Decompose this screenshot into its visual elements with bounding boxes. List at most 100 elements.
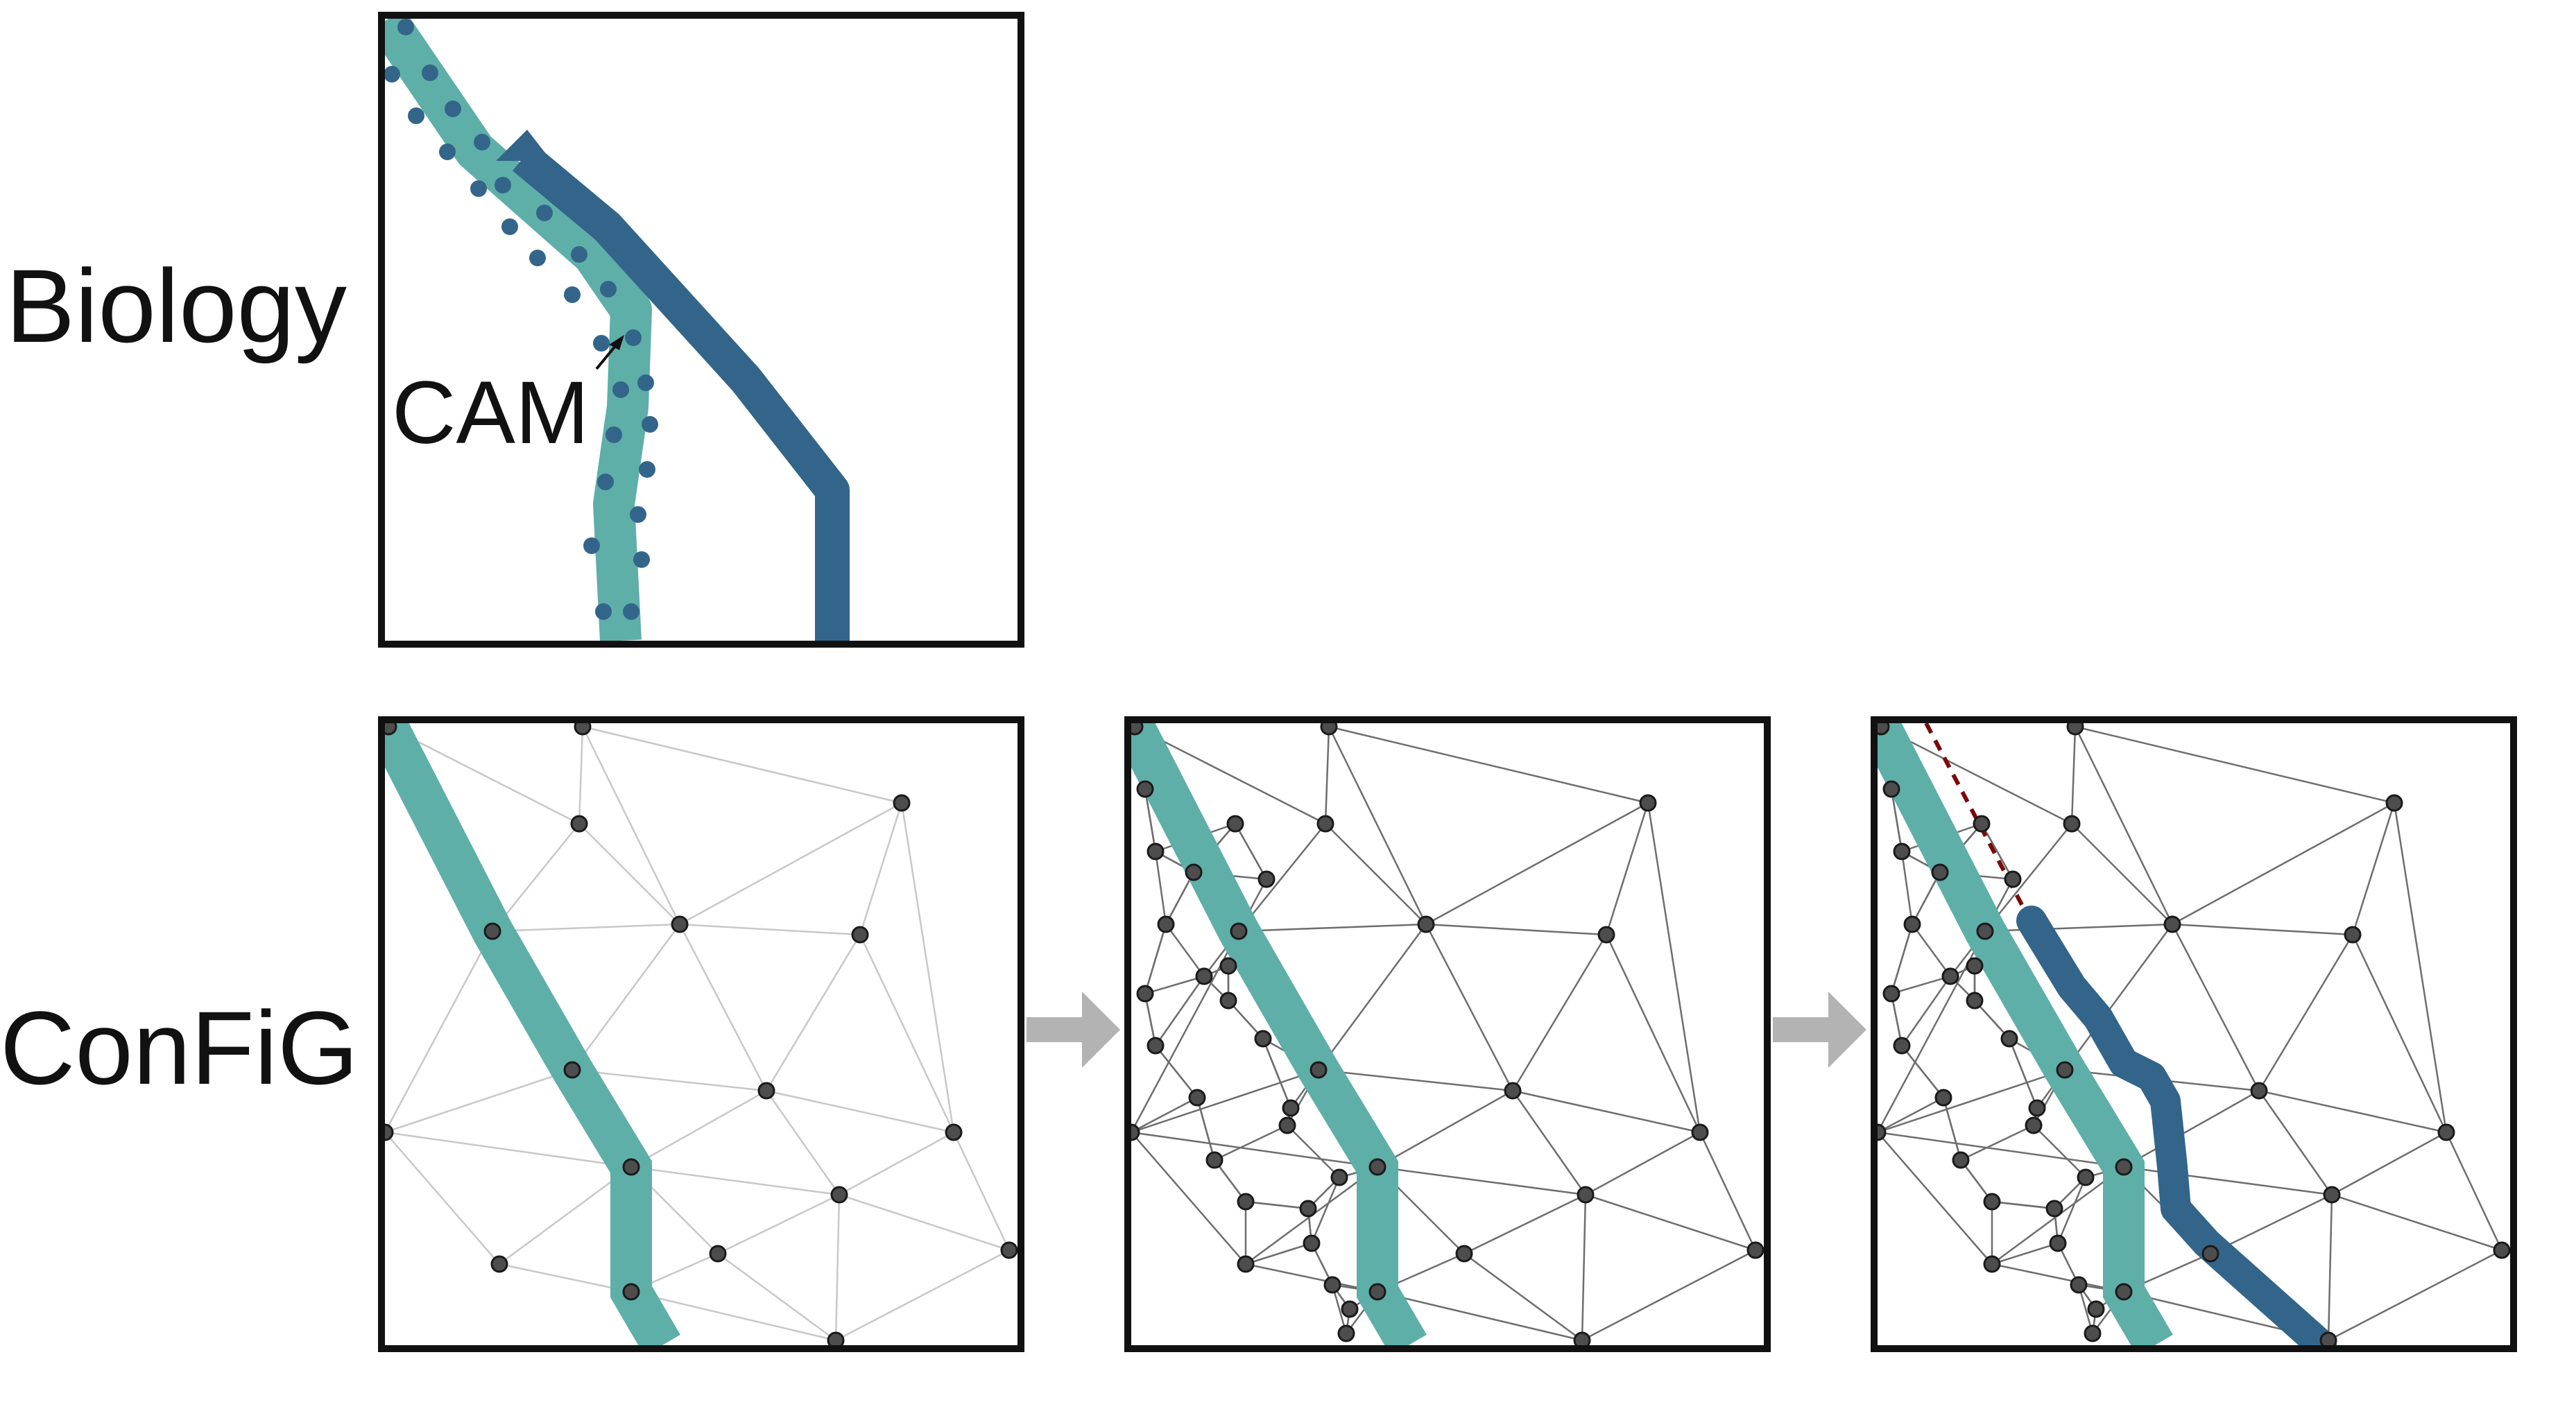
cam-dot [501,218,518,235]
mesh-edges [385,725,1011,1342]
cam-dot [470,180,487,197]
mesh-edge [2123,1166,2333,1196]
mesh-edge [1891,975,1951,995]
mesh-edge [1585,1193,1756,1252]
mesh-edge [2258,1089,2447,1134]
mesh-edge [1991,1200,2055,1210]
mesh-edge [2075,725,2395,804]
mesh-edge [2172,802,2395,926]
mesh-edge [1463,1193,1586,1255]
mesh-edge [1878,1131,2124,1168]
mesh-edge [1318,1069,1513,1092]
mesh-node [483,922,501,940]
mesh-edge [859,934,955,1133]
mesh-edge [835,1249,1010,1342]
cam-dot [625,329,642,346]
mesh-edge [2328,1249,2502,1342]
mesh-node [622,1158,640,1176]
mesh-edge [1144,788,1157,852]
cam-dot [600,281,617,297]
mesh-node [2000,1030,2018,1048]
mesh-node [1973,815,1991,833]
mesh-edge [1155,1045,1198,1098]
mesh-edge [499,1263,632,1293]
mesh-edges [1131,725,1757,1342]
mesh-edge [1262,1038,1292,1109]
mesh-node [1639,794,1657,812]
mesh-node [893,794,911,812]
mesh-edge [679,802,902,926]
mesh-edge [1245,1200,1309,1210]
cam-dot [445,101,461,117]
mesh-node [385,723,397,736]
mesh-node [574,723,592,736]
mesh-node [1147,842,1165,861]
growth-cone-arrowhead [496,130,551,161]
mesh-node [1147,1037,1165,1055]
mesh-node [1983,1255,2001,1273]
mesh-edge [859,802,903,935]
mesh-nodes [1131,723,1764,1345]
mesh-node [1941,967,1959,985]
mesh-node [1577,1186,1595,1204]
mesh-node [2323,1186,2341,1204]
mesh-edge [1377,1089,1513,1168]
cam-dot [408,107,424,124]
mesh-edge [2331,1193,2502,1252]
mesh-edge [765,934,861,1091]
mesh-node [1157,915,1175,933]
mesh-node [2385,794,2403,812]
mesh-node [1230,922,1248,940]
mesh-node [1882,985,1900,1003]
mesh-edge [1511,1090,1587,1195]
mesh-edge [630,1166,840,1196]
mesh-node [1893,842,1911,861]
mesh-edge [1900,976,1952,1046]
cam-pointer-head [609,335,624,350]
mesh-node [1131,723,1144,736]
config-panel-refined [1124,716,1771,1352]
cam-dot [633,551,650,568]
mesh-edge [2210,1193,2333,1255]
mesh-node [1368,1283,1386,1301]
mesh-node [2084,1324,2102,1342]
mesh-edge [1154,976,1205,1046]
mesh-node [2004,870,2022,888]
mesh-node [1185,863,1203,881]
cam-dot [597,474,614,490]
mesh-node [2056,1061,2074,1079]
mesh-edge [1310,1177,1341,1244]
mesh-edge [1991,1263,2124,1293]
mesh-edge [900,802,955,1133]
biology-illustration [385,19,850,641]
mesh-edge [1144,924,1167,994]
cam-dot [439,144,456,160]
mesh-edge [1328,725,1649,804]
mesh-edge [1377,1290,1583,1342]
mesh-node [2115,1283,2133,1301]
cam-dot [422,64,438,81]
mesh-node [1893,1037,1911,1055]
cam-dot [637,374,654,391]
mesh-node [1219,957,1237,975]
cam-dot [606,426,622,443]
cam-dot [593,335,610,352]
mesh-node [1931,863,1949,881]
mesh-edge [1196,1097,1216,1161]
row-label-config: ConFiG [0,989,359,1106]
mesh-node [2319,1331,2337,1345]
mesh-edge [1890,924,1914,994]
cam-dot [397,19,414,35]
mesh-edge [2074,726,2174,925]
mesh-edge [1245,1263,1378,1293]
mesh-edge [1144,975,1205,995]
mesh-edge [492,823,580,932]
mesh-edge [1324,726,1330,824]
mesh-node [622,1283,640,1301]
config-mesh-refined [1131,723,1764,1345]
cam-dot [630,506,646,523]
mesh-node [1597,926,1615,944]
mesh-edge [1984,823,2072,932]
mesh-node [1504,1082,1522,1100]
mesh-node [1323,1276,1341,1294]
